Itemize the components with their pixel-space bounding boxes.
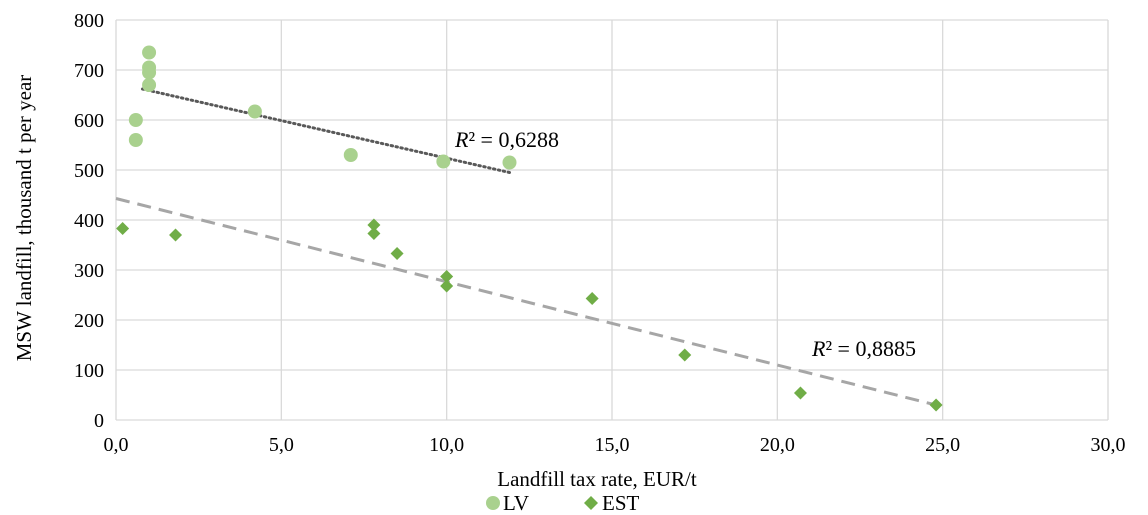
data-point-est [367, 227, 381, 240]
x-axis-title: Landfill tax rate, EUR/t [497, 467, 697, 491]
gridlines [115, 19, 1109, 421]
data-point-lv [142, 65, 157, 80]
data-point-est [169, 228, 183, 242]
data-point-lv [502, 155, 517, 170]
data-point-est [390, 247, 404, 260]
legend-label-est: EST [602, 491, 640, 515]
legend: LV EST [486, 491, 640, 515]
r2-label-lv: R² = 0,6288 [454, 127, 559, 152]
y-tick-label: 500 [74, 160, 104, 182]
data-point-est [116, 222, 130, 235]
data-point-est [929, 398, 943, 412]
y-axis-tick-labels: 0 100 200 300 400 500 600 700 800 [74, 10, 104, 432]
r-squared-labels: R² = 0,6288 R² = 0,8885 [454, 127, 916, 361]
x-tick-label: 15,0 [595, 434, 630, 456]
data-point-est [678, 348, 692, 362]
trendline-est [115, 197, 937, 407]
data-point-est [440, 270, 454, 283]
legend-label-lv: LV [503, 491, 529, 515]
x-tick-label: 5,0 [269, 434, 294, 456]
data-point-lv [247, 104, 262, 119]
data-point-est [793, 386, 807, 400]
data-point-lv [436, 154, 451, 169]
x-axis-tick-labels: 0,0 5,0 10,0 15,0 20,0 25,0 30,0 [104, 434, 1126, 456]
x-tick-label: 10,0 [429, 434, 464, 456]
legend-marker-lv [486, 496, 500, 510]
data-point-est [367, 218, 381, 232]
x-tick-label: 25,0 [925, 434, 960, 456]
r2-label-est: R² = 0,8885 [811, 336, 916, 361]
y-tick-label: 100 [74, 360, 104, 382]
y-tick-label: 0 [94, 410, 104, 432]
data-point-lv [343, 148, 358, 162]
x-tick-label: 30,0 [1091, 434, 1126, 456]
data-point-est [585, 292, 599, 305]
data-point-lv [128, 113, 143, 127]
legend-marker-est [584, 496, 598, 510]
data-point-est [440, 279, 454, 293]
y-tick-label: 800 [74, 10, 104, 32]
data-point-lv [128, 133, 143, 147]
y-axis-title: MSW landfill, thousand t per year [12, 75, 36, 362]
y-tick-label: 300 [74, 260, 104, 282]
data-point-lv [142, 45, 157, 60]
data-point-lv [142, 78, 157, 92]
y-tick-label: 200 [74, 310, 104, 332]
x-tick-label: 20,0 [760, 434, 795, 456]
y-tick-label: 400 [74, 210, 104, 232]
data-points [116, 45, 943, 412]
x-tick-label: 0,0 [104, 434, 129, 456]
y-tick-label: 700 [74, 60, 104, 82]
y-tick-label: 600 [74, 110, 104, 132]
